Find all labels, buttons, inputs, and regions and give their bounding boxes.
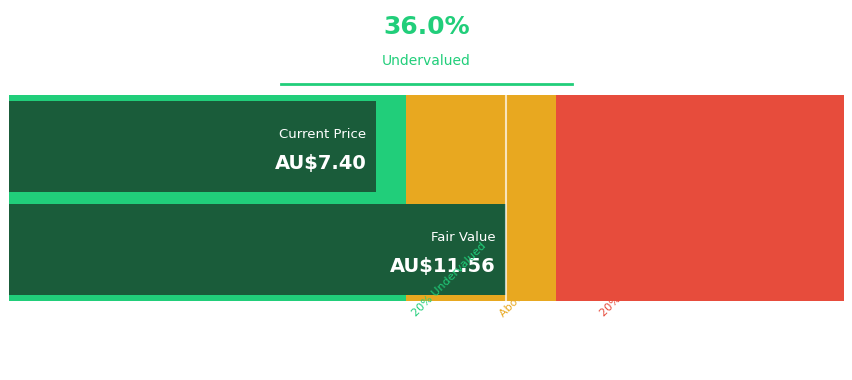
Text: AU$11.56: AU$11.56 bbox=[389, 257, 495, 276]
Text: Undervalued: Undervalued bbox=[382, 54, 470, 68]
Text: 20% Overvalued: 20% Overvalued bbox=[597, 246, 670, 319]
Text: Current Price: Current Price bbox=[279, 128, 366, 141]
Bar bbox=[9, 95, 406, 301]
Bar bbox=[9, 101, 376, 192]
Text: About Right: About Right bbox=[498, 265, 551, 319]
Bar bbox=[556, 95, 843, 301]
Text: AU$7.40: AU$7.40 bbox=[274, 154, 366, 173]
Bar bbox=[406, 95, 556, 301]
Text: Fair Value: Fair Value bbox=[431, 231, 495, 244]
Text: 20% Undervalued: 20% Undervalued bbox=[410, 241, 487, 319]
Bar bbox=[9, 204, 505, 295]
Text: 36.0%: 36.0% bbox=[383, 14, 469, 39]
